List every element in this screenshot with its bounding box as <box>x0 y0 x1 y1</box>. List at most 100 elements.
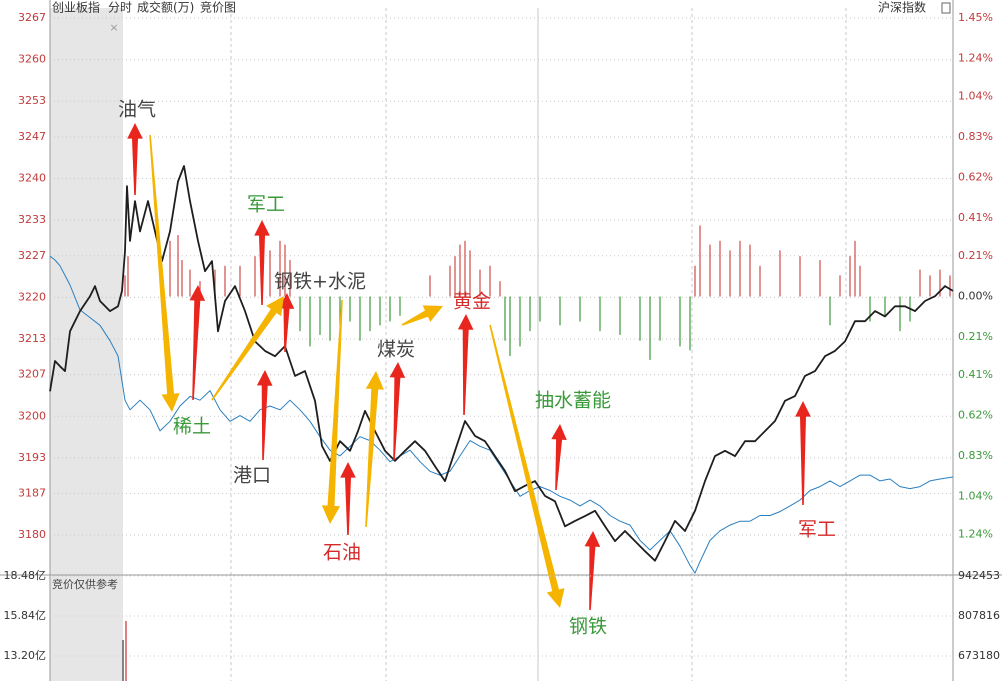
flow-bar <box>169 240 171 297</box>
pane-label: 竞价仅供参考 <box>52 577 118 591</box>
arrow <box>256 370 273 460</box>
y2-tick-label: 0.83% <box>958 130 993 143</box>
flow-bar <box>469 250 471 297</box>
flow-bar <box>859 265 861 297</box>
y-tick-label: 13.20亿 <box>4 649 47 662</box>
index-button[interactable]: 沪深指数 <box>878 0 926 15</box>
flow-bar <box>359 296 361 341</box>
y-tick-label: 3193 <box>18 451 46 464</box>
annotation: 钢铁 <box>569 616 607 638</box>
y2-tick-label: 942453 <box>958 569 1000 582</box>
button-icon[interactable] <box>941 2 951 14</box>
arrow <box>389 362 406 460</box>
flow-bar <box>464 240 466 297</box>
flow-bar <box>309 296 311 347</box>
flow-bar <box>504 296 506 341</box>
y2-tick-label: 0.00% <box>958 290 993 303</box>
flow-bar <box>269 250 271 297</box>
arrow <box>149 134 180 412</box>
flow-bar <box>699 225 701 297</box>
arrow <box>278 293 295 352</box>
arrow <box>321 300 343 524</box>
y-tick-label: 3180 <box>18 528 46 541</box>
flow-bar <box>399 296 401 316</box>
y2-tick-label: 0.62% <box>958 170 993 183</box>
close-icon[interactable]: × <box>109 21 118 34</box>
y2-tick-label: 673180 <box>958 649 1000 662</box>
auction-area <box>50 8 123 681</box>
tab[interactable]: 成交额(万) <box>137 0 194 15</box>
y-tick-label: 3247 <box>18 130 46 143</box>
flow-bar <box>679 296 681 347</box>
flow-bar <box>899 296 901 332</box>
arrow <box>340 462 356 535</box>
annotation: 油气 <box>118 99 156 121</box>
flow-bar <box>929 275 931 297</box>
flow-bar <box>884 296 886 316</box>
y-tick-label: 15.84亿 <box>4 609 47 622</box>
index-title: 创业板指 <box>52 0 100 15</box>
flow-bar <box>839 275 841 297</box>
flow-bar <box>454 256 456 297</box>
y2-tick-label: 1.24% <box>958 51 993 64</box>
arrow <box>401 305 443 326</box>
flow-bar <box>489 265 491 297</box>
flow-bar <box>329 296 331 341</box>
y2-tick-label: 0.21% <box>958 249 993 262</box>
flow-bar <box>199 281 201 297</box>
flow-bar <box>299 296 301 332</box>
flow-bar <box>499 281 501 297</box>
annotation: 港口 <box>233 465 271 487</box>
flow-bar <box>339 296 341 326</box>
flow-bar <box>124 275 126 297</box>
y2-tick-label: 0.41% <box>958 211 993 224</box>
volume-bar <box>122 639 124 681</box>
flow-bar <box>919 269 921 297</box>
arrow <box>457 314 474 415</box>
arrow <box>489 324 565 608</box>
flow-bar <box>659 296 661 341</box>
annotation: 钢铁+水泥 <box>274 271 366 293</box>
flow-bar <box>529 296 531 332</box>
flow-bar <box>177 235 179 297</box>
arrow <box>254 220 270 305</box>
arrow <box>127 123 143 195</box>
y-tick-label: 3200 <box>18 409 46 422</box>
flow-bar <box>379 296 381 326</box>
y2-tick-label: 1.45% <box>958 11 993 24</box>
annotation: 黄金 <box>453 291 491 313</box>
y-tick-label: 3220 <box>18 290 46 303</box>
y-tick-label: 3187 <box>18 487 46 500</box>
y2-tick-label: 1.04% <box>958 90 993 103</box>
y-tick-label: 18.48亿 <box>4 569 47 582</box>
tab[interactable]: 分时 <box>108 1 132 15</box>
flow-bar <box>509 296 511 357</box>
y-tick-label: 3233 <box>18 213 46 226</box>
arrow <box>211 296 284 401</box>
arrow <box>795 401 811 505</box>
flow-bar <box>319 296 321 335</box>
y2-tick-label: 807816 <box>958 609 1000 622</box>
arrow <box>584 531 601 610</box>
y-tick-label: 3260 <box>18 53 46 66</box>
flow-bar <box>779 250 781 297</box>
y-tick-label: 3227 <box>18 249 46 262</box>
flow-bar <box>949 275 951 297</box>
y-tick-label: 3213 <box>18 332 46 345</box>
volume-bar <box>125 621 127 681</box>
flow-bar <box>649 296 651 360</box>
flow-bar <box>369 296 371 332</box>
flow-bar <box>289 260 291 297</box>
tab[interactable]: 竞价图 <box>200 1 236 15</box>
flow-bar <box>579 296 581 322</box>
price-line <box>49 165 954 562</box>
y2-tick-label: 0.83% <box>958 449 993 462</box>
annotation: 稀土 <box>173 416 211 438</box>
flow-bar <box>739 240 741 297</box>
flow-bar <box>181 260 183 297</box>
annotation: 煤炭 <box>377 339 415 361</box>
flow-bar <box>854 240 856 297</box>
flow-bar <box>849 256 851 297</box>
